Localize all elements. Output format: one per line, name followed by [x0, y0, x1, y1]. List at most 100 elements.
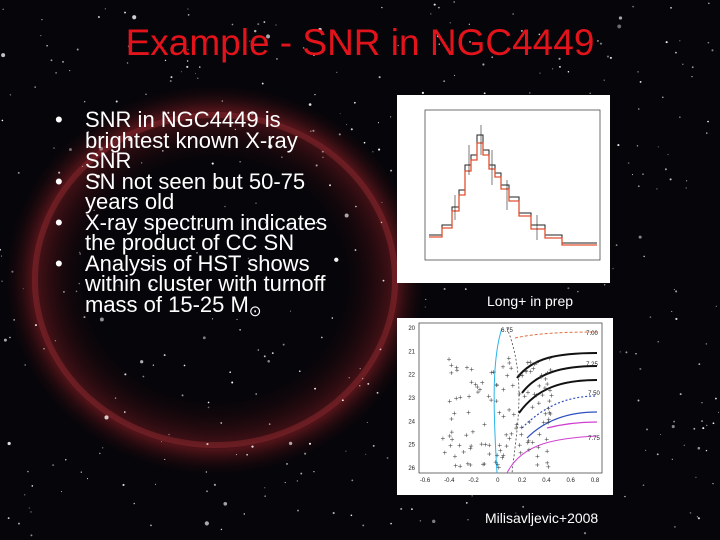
star	[265, 34, 271, 39]
star	[637, 399, 640, 402]
star	[164, 458, 166, 460]
star	[639, 367, 642, 370]
star	[300, 472, 303, 475]
star-point	[475, 385, 480, 390]
star	[552, 68, 554, 70]
x-tick-label: -0.2	[468, 478, 479, 484]
star	[350, 128, 353, 131]
star-point	[547, 399, 552, 404]
star	[381, 6, 383, 9]
star	[154, 483, 157, 485]
star	[353, 101, 356, 104]
star	[386, 457, 389, 459]
star	[2, 8, 4, 11]
star	[180, 71, 182, 73]
star	[483, 92, 486, 95]
star	[717, 411, 720, 413]
star-point	[519, 425, 524, 430]
star	[34, 324, 37, 327]
star	[380, 221, 383, 224]
star-point	[482, 462, 487, 467]
star	[669, 178, 672, 181]
star	[379, 348, 382, 351]
star	[255, 393, 258, 395]
star	[390, 522, 392, 525]
star	[603, 283, 606, 286]
star-point	[442, 450, 447, 455]
star	[332, 511, 335, 515]
star	[706, 132, 708, 134]
star	[639, 80, 642, 83]
star-point	[498, 448, 503, 453]
star	[122, 483, 125, 487]
star	[437, 6, 440, 9]
star-point	[482, 422, 487, 427]
cmd-plot: 20 21 22 23 24 25 26 -0.6 -0.4 -0.2 0 0.2 0.4 0.6 0.8 6…	[408, 322, 603, 484]
star	[631, 174, 634, 176]
star	[612, 267, 614, 270]
star	[359, 385, 361, 387]
star-point	[497, 443, 502, 448]
star-point	[546, 420, 551, 425]
star	[99, 452, 101, 455]
star	[62, 61, 64, 63]
star-point	[458, 395, 463, 400]
star	[366, 421, 368, 424]
star	[657, 340, 660, 343]
star	[419, 520, 422, 522]
star	[334, 257, 339, 262]
star	[649, 316, 652, 318]
star-point	[447, 434, 452, 439]
star	[140, 360, 144, 364]
star	[642, 173, 644, 175]
star	[276, 58, 278, 60]
star-point	[536, 401, 541, 406]
isochrone-label: 6.75	[501, 328, 513, 334]
star-point	[536, 445, 541, 450]
star	[271, 352, 274, 355]
star	[682, 63, 684, 65]
star-point	[473, 382, 478, 387]
star	[282, 343, 285, 346]
star-point	[448, 443, 453, 448]
star	[126, 62, 129, 64]
star-point	[494, 383, 499, 388]
isochrone-label: 7.00	[586, 331, 598, 337]
star	[350, 514, 353, 517]
star	[512, 13, 514, 15]
star	[34, 86, 36, 88]
star-point	[501, 453, 506, 458]
title: Example - SNR in NGC4449	[125, 22, 595, 63]
star	[529, 92, 531, 94]
star	[711, 49, 714, 52]
star	[320, 336, 323, 339]
star-point	[541, 420, 546, 425]
star	[296, 480, 298, 482]
star-point	[543, 376, 548, 381]
star	[679, 116, 681, 118]
star	[257, 349, 260, 351]
star-point	[449, 430, 454, 435]
star	[288, 441, 293, 446]
star	[355, 205, 357, 208]
star	[670, 6, 672, 9]
star	[468, 23, 471, 26]
star	[170, 76, 173, 79]
star	[127, 45, 130, 48]
star	[1, 53, 6, 58]
bullet: Analysis of HST shows within cluster wit…	[55, 252, 330, 323]
star	[362, 524, 365, 527]
star	[17, 171, 20, 174]
star	[367, 382, 370, 385]
star	[664, 168, 667, 171]
star	[701, 420, 704, 423]
star	[249, 40, 251, 42]
star	[123, 411, 126, 413]
star	[235, 454, 238, 456]
star	[7, 517, 10, 520]
star	[221, 100, 224, 102]
star-point	[519, 432, 524, 437]
star	[187, 49, 189, 51]
isochrone-label: 7.75	[588, 436, 600, 442]
star-point	[542, 386, 547, 391]
